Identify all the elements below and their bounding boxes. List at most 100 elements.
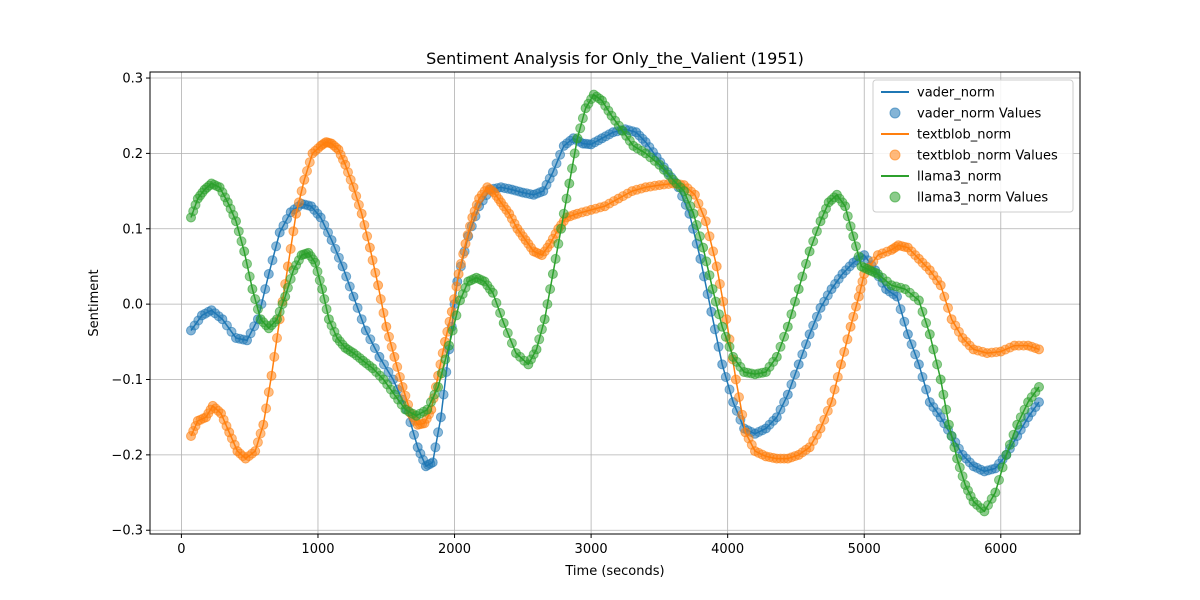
llama3_norm-point [436, 368, 447, 379]
llama3_norm-point [244, 271, 255, 282]
llama3_norm-point [487, 287, 498, 298]
vader_norm-point [409, 429, 419, 440]
textblob_norm-point [266, 370, 277, 381]
vader_norm-point [797, 349, 808, 360]
vader_norm-point [360, 325, 371, 336]
axis-ticks: 0 1000 2000 3000 4000 5000 6000 −0.3 −0.2 −0.1 0.0… [111, 72, 1017, 557]
vader_norm-point [804, 329, 815, 340]
x-tick-label: 4000 [711, 542, 744, 557]
legend-marker-swatch [889, 107, 901, 119]
textblob_norm-point [356, 208, 367, 219]
y-tick-label: 0.2 [122, 147, 143, 162]
textblob_norm-point [832, 372, 843, 382]
llama3_norm-point [957, 471, 968, 482]
textblob_norm-point [444, 316, 455, 327]
textblob_norm-point [714, 279, 725, 289]
llama3_norm-point [495, 307, 506, 318]
vader_norm-point [724, 384, 735, 395]
textblob_norm-point [373, 280, 384, 291]
legend: vader_norm vader_norm Values textblob_norm… [872, 79, 1074, 213]
legend-label: vader_norm Values [917, 107, 1042, 122]
vader_norm-point [348, 291, 359, 302]
vader_norm-point [1034, 397, 1044, 408]
x-tick-label: 2000 [438, 542, 471, 557]
llama3_norm-point [691, 220, 702, 230]
llama3_norm-point [790, 296, 800, 307]
llama3_norm-point [321, 304, 332, 315]
textblob_norm-point [700, 216, 711, 227]
textblob_norm-point [935, 280, 946, 291]
llama3_norm-point [801, 258, 811, 269]
llama3_norm-point [444, 340, 455, 351]
llama3_norm-point [440, 354, 451, 365]
legend-marker-swatch [889, 191, 901, 203]
textblob_norm-point [462, 230, 473, 240]
textblob_norm-point [815, 423, 826, 434]
textblob_norm-point [384, 331, 394, 342]
llama3_norm-point [561, 193, 572, 204]
llama3_norm-point [317, 284, 328, 295]
textblob_norm-point [250, 446, 261, 457]
textblob_norm-point [362, 231, 373, 242]
textblob_norm-point [453, 269, 464, 279]
textblob_norm-point [819, 414, 830, 425]
llama3_norm-point [921, 318, 932, 328]
llama3_norm-point [553, 238, 564, 249]
llama3_norm-point [782, 321, 793, 332]
textblob_norm-point [288, 226, 299, 237]
llama3_norm-point [717, 321, 728, 332]
y-axis-label: Sentiment [87, 269, 102, 336]
textblob_norm-point [378, 307, 389, 318]
vader_norm-point [271, 241, 282, 252]
vader_norm-point [341, 271, 352, 282]
textblob_norm-point [829, 384, 840, 395]
llama3_norm-point [840, 201, 851, 212]
llama3_norm-point [556, 223, 567, 234]
llama3_norm-point [797, 271, 808, 282]
textblob_norm-point [693, 198, 704, 209]
llama3_norm-point [539, 314, 550, 325]
textblob_norm-point [304, 157, 315, 168]
textblob_norm-point [370, 267, 381, 278]
textblob_norm-point [389, 351, 400, 362]
textblob_norm-point [291, 208, 302, 219]
llama3_norm-point [688, 208, 699, 219]
llama3_norm-point [572, 133, 583, 144]
y-tick-label: −0.2 [111, 448, 143, 463]
y-tick-label: 0.3 [122, 72, 143, 87]
llama3_norm-point [941, 404, 952, 415]
vader_norm-point [435, 412, 446, 423]
llama3_norm-point [285, 274, 296, 284]
llama3_norm-point [952, 453, 963, 464]
legend-label: textblob_norm [917, 128, 1011, 143]
textblob_norm-point [836, 359, 846, 370]
llama3_norm-point [1034, 382, 1044, 392]
textblob_norm-point [734, 392, 744, 403]
textblob_norm-point [848, 311, 859, 322]
textblob_norm-point [465, 221, 475, 232]
vader_norm-point [438, 389, 449, 400]
llama3_norm-point [1001, 449, 1012, 460]
chart-title: Sentiment Analysis for Only_the_Valient … [426, 49, 804, 69]
llama3_norm-point [724, 341, 735, 352]
llama3_norm-point [282, 282, 293, 293]
textblob_norm-point [255, 428, 266, 439]
textblob_norm-point [455, 258, 466, 269]
textblob_norm-point [392, 361, 403, 372]
vader_norm-point [344, 281, 355, 292]
textblob_norm-point [353, 199, 364, 210]
vader_norm-point [433, 427, 444, 438]
vader_norm-point [547, 167, 558, 178]
legend-marker-swatch [889, 149, 901, 161]
llama3_norm-point [842, 211, 853, 222]
llama3_norm-point [1008, 429, 1019, 440]
llama3_norm-point [558, 208, 569, 219]
llama3_norm-point [771, 351, 782, 362]
llama3_norm-point [280, 291, 291, 302]
textblob_norm-point [730, 374, 741, 385]
llama3_norm-point [233, 226, 244, 237]
vader_norm-point [326, 235, 337, 246]
llama3_norm-point [775, 341, 786, 352]
llama3_norm-point [319, 294, 330, 305]
